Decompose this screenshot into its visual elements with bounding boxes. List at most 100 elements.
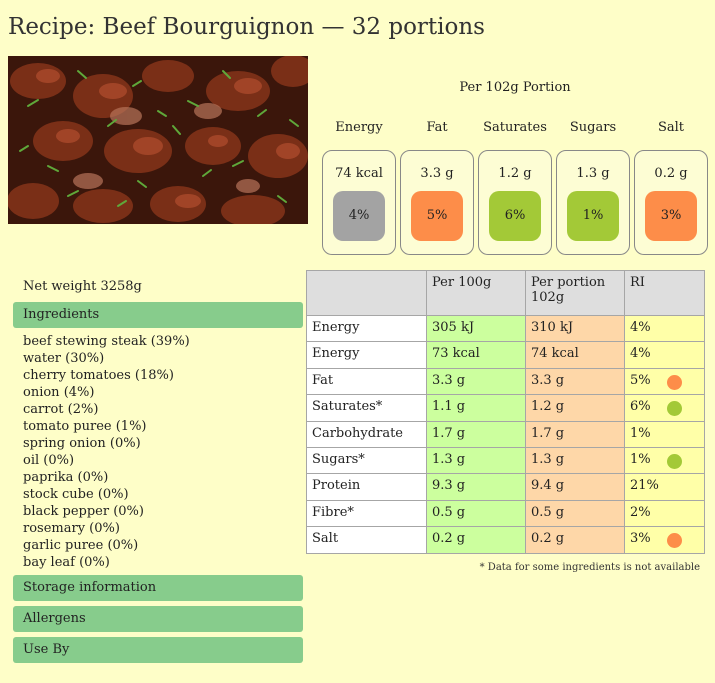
tl-amount: 0.2 g [654,166,688,181]
ri-value-cell: 4% [624,314,705,343]
list-item: carrot (2%) [23,402,99,417]
tl-pct-badge: 3% [645,191,697,241]
ri-value-cell: 1% [624,420,705,448]
per-portion-value-cell: 9.4 g [525,473,625,501]
tl-card-sugars: 1.3 g 1% [556,150,630,255]
table-header-row: Per 100g Per portion 102g RI [306,270,705,316]
tl-label-energy: Energy [335,120,383,135]
status-dot-icon [667,374,682,390]
list-item: beef stewing steak (39%) [23,334,190,349]
per-portion-value-cell: 310 kJ [525,314,625,343]
nutrient-name-cell: Carbohydrate [306,420,427,448]
per-portion-value: 9.4 g [531,478,565,494]
nutrient-name: Energy [312,320,360,335]
ri-value: 4% [630,320,651,335]
table-row: Energy 305 kJ 310 kJ 4% [306,314,705,343]
per-portion-value: 0.5 g [531,504,565,520]
per-100g-value: 1.7 g [432,425,466,441]
per-portion-value: 1.7 g [531,425,565,441]
per-100g-value-cell: 1.7 g [426,420,526,448]
column-header: Per 100g [426,270,526,316]
nutrient-name: Fat [312,372,334,388]
ri-value: 1% [630,425,651,441]
per-portion-value: 0.2 g [531,531,565,547]
tl-card-energy: 74 kcal 4% [322,150,396,255]
per-100g-value-cell: 1.3 g [426,446,526,475]
list-item: stock cube (0%) [23,487,129,502]
nutrient-name: Energy [312,346,360,362]
nutrient-name: Sugars* [312,451,365,467]
per-portion-value: 1.2 g [531,399,565,415]
recipe-photo [8,56,308,224]
per-100g-value-cell: 9.3 g [426,473,526,501]
status-dot-icon [667,401,682,417]
allergens-toggle[interactable]: Allergens [13,606,303,632]
nutrient-name: Fibre* [312,504,354,520]
status-dot-icon [667,453,682,469]
list-item: paprika (0%) [23,470,109,485]
ri-value: 2% [630,504,651,520]
tl-card-fat: 3.3 g 5% [400,150,474,255]
nutrient-name: Salt [312,531,339,547]
per-100g-value: 0.5 g [432,504,466,520]
status-dot-icon [667,533,682,549]
use-by-toggle[interactable]: Use By [13,637,303,663]
nutrient-name-cell: Salt [306,526,427,554]
tl-label-fat: Fat [426,120,448,135]
per-100g-value: 3.3 g [432,372,466,388]
ri-value: 21% [630,478,659,494]
per-100g-value: 9.3 g [432,478,466,494]
list-item: black pepper (0%) [23,504,144,519]
ri-value-cell: 3% [624,526,705,554]
table-row: Saturates* 1.1 g 1.2 g 6% [306,394,705,422]
per-portion-value: 74 kcal [531,346,579,362]
table-row: Energy 73 kcal 74 kcal 4% [306,341,705,369]
ri-value: 4% [630,346,651,362]
column-header: RI [624,270,705,316]
list-item: spring onion (0%) [23,436,141,451]
nutrient-name: Carbohydrate [312,425,403,441]
tl-pct-badge: 4% [333,191,385,241]
per-100g-value-cell: 305 kJ [426,314,526,343]
per-portion-value-cell: 1.2 g [525,394,625,422]
per-100g-value-cell: 0.5 g [426,499,526,528]
tl-card-saturates: 1.2 g 6% [478,150,552,255]
nutrient-name-cell: Energy [306,341,427,369]
ri-value-cell: 6% [624,394,705,422]
list-item: rosemary (0%) [23,521,120,536]
list-item: water (30%) [23,351,105,366]
tl-amount: 1.3 g [576,166,610,181]
column-header [306,270,427,316]
per-portion-value-cell: 74 kcal [525,341,625,369]
per-portion-value-cell: 0.2 g [525,526,625,554]
per-100g-value: 0.2 g [432,531,466,547]
tl-pct-badge: 1% [567,191,619,241]
portion-heading: Per 102g Portion [459,80,571,95]
table-row: Salt 0.2 g 0.2 g 3% [306,526,705,554]
storage-information-toggle[interactable]: Storage information [13,575,303,601]
ri-value-cell: 21% [624,473,705,501]
per-100g-value-cell: 73 kcal [426,341,526,369]
per-100g-value-cell: 3.3 g [426,367,526,396]
table-row: Fat 3.3 g 3.3 g 5% [306,367,705,396]
tl-label-saturates: Saturates [483,120,547,135]
nutrient-name-cell: Fat [306,367,427,396]
column-header: Per portion 102g [525,270,625,316]
tl-label-salt: Salt [657,120,685,135]
per-portion-value-cell: 3.3 g [525,367,625,396]
list-item: bay leaf (0%) [23,555,110,570]
ingredients-toggle[interactable]: Ingredients [13,302,303,328]
per-100g-value: 1.1 g [432,399,466,415]
footnote: * Data for some ingredients is not avail… [479,562,700,573]
table-row: Carbohydrate 1.7 g 1.7 g 1% [306,420,705,448]
ri-value: 5% [630,372,651,388]
ri-value-cell: 5% [624,367,705,396]
per-portion-value: 310 kJ [531,320,574,335]
per-100g-value: 1.3 g [432,451,466,467]
per-100g-value-cell: 1.1 g [426,394,526,422]
per-portion-value: 3.3 g [531,372,565,388]
tl-amount: 74 kcal [335,166,383,181]
table-row: Protein 9.3 g 9.4 g 21% [306,473,705,501]
ri-value: 3% [630,531,651,547]
list-item: garlic puree (0%) [23,538,139,553]
